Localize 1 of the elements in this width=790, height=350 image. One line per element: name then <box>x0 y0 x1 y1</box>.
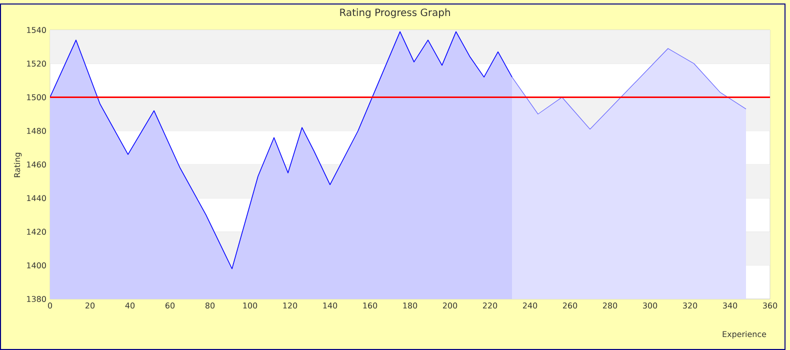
chart-title: Rating Progress Graph <box>340 8 450 18</box>
